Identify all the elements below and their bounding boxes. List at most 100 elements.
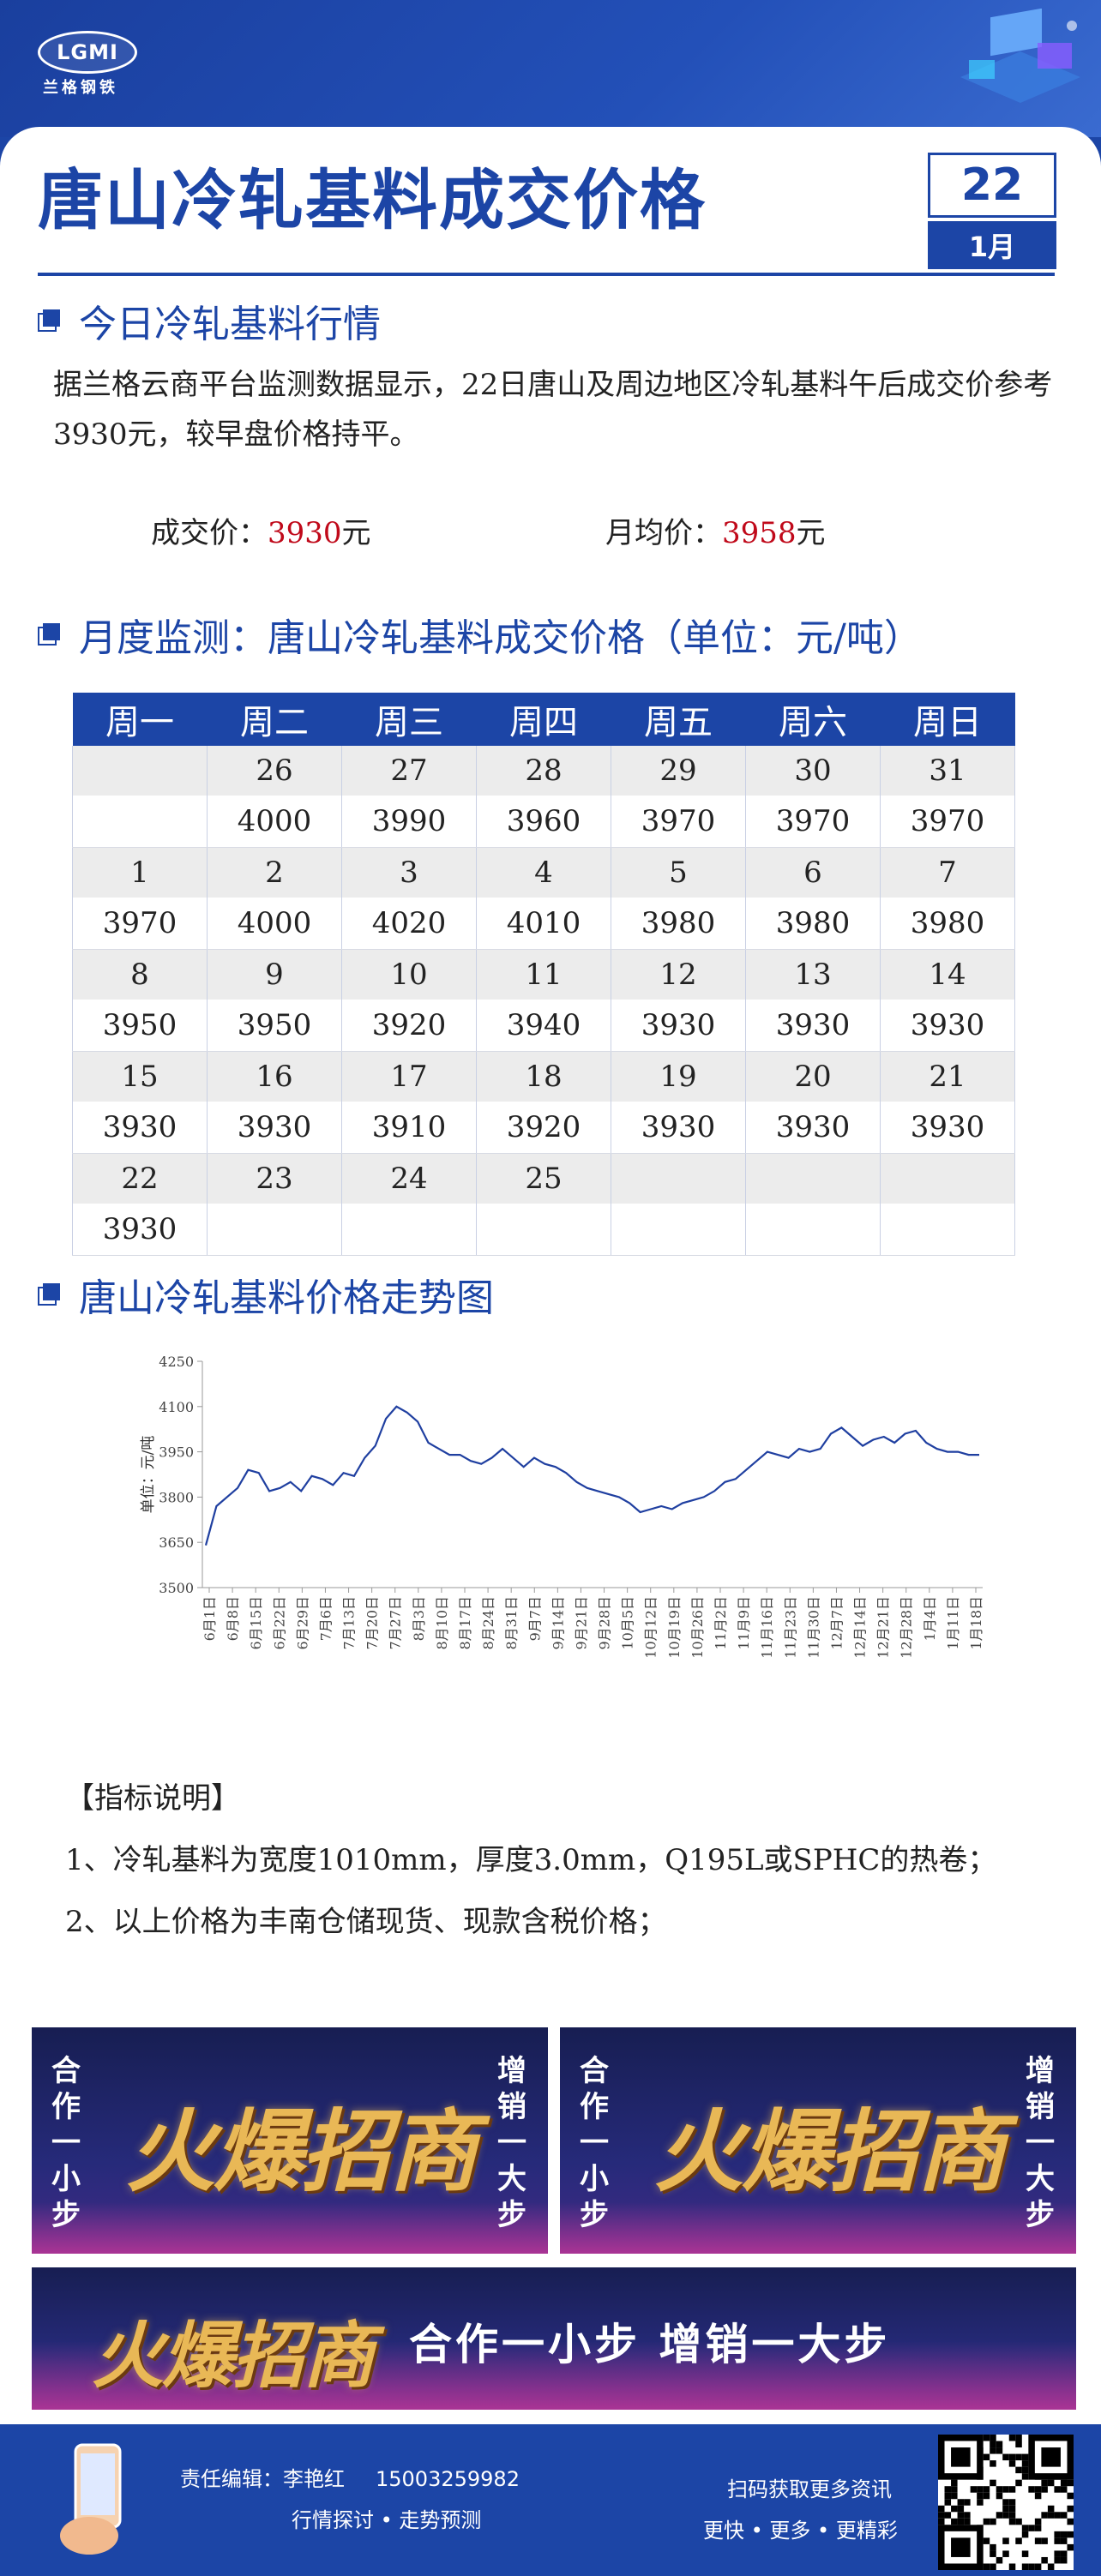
- calendar-price: 3950: [72, 1000, 208, 1052]
- note-item: 2、以上价格为丰南仓储现货、现款含税价格；: [65, 1905, 667, 1939]
- calendar-date-row: 26 27 28 29 30 31: [72, 746, 1015, 796]
- calendar-price: 3990: [341, 796, 477, 848]
- x-tick-label: 9月21日: [573, 1596, 589, 1650]
- promo-banner-left[interactable]: 合作一小步 火爆招商 增销一大步: [29, 2025, 550, 2256]
- banner-slogan: 合作一小步 增销一大步: [409, 2320, 891, 2369]
- calendar-price: 4000: [207, 898, 342, 950]
- date-badge: 22 1月: [928, 153, 1056, 269]
- y-tick-label: 3950: [159, 1444, 194, 1461]
- average-price-unit: 元: [796, 516, 826, 550]
- calendar-price: 3960: [476, 796, 611, 848]
- calendar-price: [341, 1204, 477, 1256]
- calendar-date: 5: [611, 847, 746, 898]
- banner-side-text: 增销一大步: [497, 2054, 526, 2232]
- phone-hand-icon: [60, 2443, 122, 2555]
- calendar-date: 6: [745, 847, 881, 898]
- banner-side-text: 合作一小步: [51, 2054, 81, 2232]
- price-line: [204, 1405, 979, 1546]
- x-tick-label: 9月14日: [550, 1596, 566, 1650]
- x-tick-label: 12月7日: [828, 1596, 845, 1650]
- calendar-price: 3980: [611, 898, 746, 950]
- calendar-price: 4000: [207, 796, 342, 848]
- calendar-price: 3970: [880, 796, 1015, 848]
- calendar-price-row: 3970 4000 4020 4010 3980 3980 3980: [72, 898, 1015, 950]
- section-heading-text: 唐山冷轧基料价格走势图: [79, 1276, 494, 1320]
- editor-label: 责任编辑：: [180, 2467, 283, 2491]
- calendar-date: 1: [72, 847, 208, 898]
- calendar-price: 4010: [476, 898, 611, 950]
- promo-banner-wide[interactable]: 火爆招商 合作一小步 增销一大步: [29, 2265, 1079, 2412]
- company-logo: LGMI 兰格钢铁: [38, 31, 149, 103]
- calendar-price: [880, 1204, 1015, 1256]
- weekday-header: 周四: [476, 693, 611, 746]
- calendar-price: [207, 1204, 342, 1256]
- calendar-price: 3930: [745, 1000, 881, 1052]
- x-tick-label: 11月9日: [736, 1596, 752, 1650]
- x-tick-label: 8月3日: [411, 1596, 427, 1641]
- calendar-date: 22: [72, 1153, 208, 1204]
- calendar-date: 3: [341, 847, 477, 898]
- calendar-date: 16: [207, 1051, 342, 1102]
- x-tick-label: 6月1日: [202, 1596, 218, 1641]
- calendar-price: 4020: [341, 898, 477, 950]
- x-tick-label: 7月6日: [317, 1596, 334, 1641]
- section-heading-trend: 唐山冷轧基料价格走势图: [38, 1267, 494, 1322]
- section-heading-monthly: 月度监测：唐山冷轧基料成交价格（单位：元/吨）: [38, 607, 922, 662]
- market-summary: 据兰格云商平台监测数据显示，22日唐山及周边地区冷轧基料午后成交价参考3930元…: [53, 368, 1053, 452]
- promo-banner-right[interactable]: 合作一小步 火爆招商 增销一大步: [557, 2025, 1079, 2256]
- calendar-date: 26: [207, 746, 342, 796]
- x-tick-label: 6月15日: [248, 1596, 264, 1650]
- calendar-price-row: 3950 3950 3920 3940 3930 3930 3930: [72, 1000, 1015, 1052]
- x-tick-label: 8月31日: [503, 1596, 520, 1650]
- banner-headline: 火爆招商: [654, 2099, 1006, 2204]
- calendar-price: 3950: [207, 1000, 342, 1052]
- average-price-value: 3958: [722, 516, 797, 550]
- x-tick-label: 6月8日: [225, 1596, 241, 1641]
- calendar-price: 3910: [341, 1102, 477, 1154]
- price-calendar: 周一 周二 周三 周四 周五 周六 周日 26 27 28 29 30 31 4000 3990 3960 3…: [72, 693, 1015, 1256]
- calendar-price: [745, 1204, 881, 1256]
- calendar-date: 12: [611, 949, 746, 1000]
- qr-code-icon[interactable]: [938, 2435, 1074, 2570]
- x-tick-label: 7月27日: [388, 1596, 404, 1650]
- x-tick-label: 10月5日: [620, 1596, 636, 1650]
- calendar-date: 14: [880, 949, 1015, 1000]
- calendar-date: 8: [72, 949, 208, 1000]
- x-tick-label: 12月21日: [875, 1596, 892, 1659]
- x-tick-label: 8月10日: [434, 1596, 450, 1650]
- deal-price: 成交价：3930元: [151, 509, 371, 551]
- calendar-date: 29: [611, 746, 746, 796]
- banner-headline: 火爆招商: [126, 2099, 478, 2204]
- deal-price-unit: 元: [341, 516, 371, 550]
- calendar-price: 3940: [476, 1000, 611, 1052]
- weekday-header: 周日: [880, 693, 1015, 746]
- calendar-price-row: 4000 3990 3960 3970 3970 3970: [72, 796, 1015, 848]
- calendar-price: 3920: [341, 1000, 477, 1052]
- calendar-price: 3930: [880, 1102, 1015, 1154]
- calendar-date: 21: [880, 1051, 1015, 1102]
- calendar-date: 15: [72, 1051, 208, 1102]
- calendar-date: 24: [341, 1153, 477, 1204]
- calendar-date: 7: [880, 847, 1015, 898]
- date-month: 1月: [928, 221, 1056, 269]
- notes-heading: 【指标说明】: [65, 1781, 240, 1816]
- date-day: 22: [928, 153, 1056, 218]
- calendar-date: 28: [476, 746, 611, 796]
- deal-price-value: 3930: [268, 516, 342, 550]
- qr-label: 扫码获取更多资讯: [727, 2477, 892, 2501]
- section-heading-today: 今日冷轧基料行情: [38, 293, 381, 348]
- calendar-date: 2: [207, 847, 342, 898]
- editor-info: 责任编辑：李艳红 15003259982: [180, 2462, 520, 2492]
- banner-side-text: 合作一小步: [580, 2054, 609, 2232]
- calendar-price: 3930: [611, 1000, 746, 1052]
- banner-side-text: 增销一大步: [1026, 2054, 1055, 2232]
- calendar-price: [611, 1204, 746, 1256]
- square-bullet-icon: [38, 1283, 60, 1306]
- city-skyline-decoration: [32, 2202, 548, 2254]
- calendar-date-row: 15 16 17 18 19 20 21: [72, 1051, 1015, 1102]
- calendar-price: 3920: [476, 1102, 611, 1154]
- calendar-price-row: 3930 3930 3910 3920 3930 3930 3930: [72, 1102, 1015, 1154]
- square-bullet-icon: [38, 309, 60, 332]
- x-tick-label: 11月30日: [805, 1596, 821, 1659]
